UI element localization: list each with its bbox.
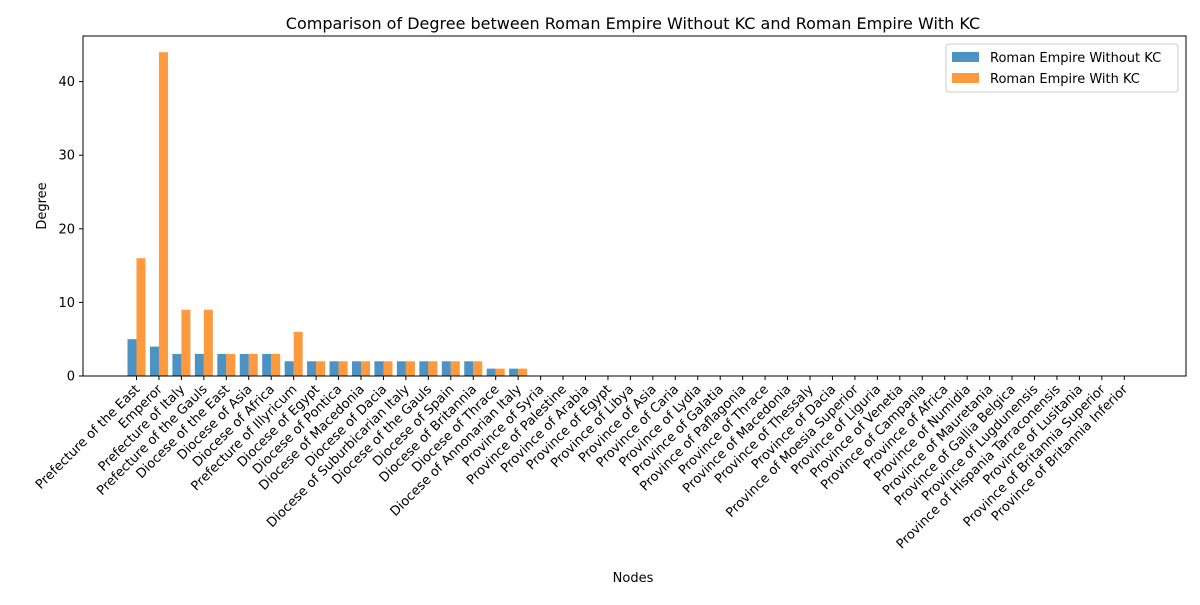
bar — [284, 361, 294, 376]
y-tick-label: 0 — [67, 370, 75, 385]
bar — [194, 353, 204, 376]
legend-label: Roman Empire Without KC — [990, 51, 1161, 66]
bar — [127, 339, 137, 376]
bar — [509, 368, 519, 376]
bar — [316, 361, 326, 376]
bar — [486, 368, 496, 376]
y-tick-label: 10 — [58, 296, 75, 311]
bar — [405, 361, 415, 376]
bar — [450, 361, 460, 376]
y-tick-label: 30 — [58, 149, 75, 164]
bar — [396, 361, 406, 376]
bar — [158, 52, 168, 376]
bar — [248, 353, 258, 376]
bar — [262, 353, 272, 376]
y-tick-label: 20 — [58, 222, 75, 237]
x-axis: Prefecture of the EastEmperorPrefecture … — [33, 376, 1132, 552]
bar — [136, 258, 146, 376]
bar — [239, 353, 249, 376]
bar — [203, 309, 213, 376]
bar — [495, 368, 505, 376]
legend-swatch — [952, 73, 979, 83]
bar — [149, 346, 159, 376]
bar — [181, 309, 191, 376]
legend-label: Roman Empire With KC — [990, 72, 1140, 87]
bar — [226, 353, 236, 376]
bar — [217, 353, 227, 376]
bar — [361, 361, 370, 376]
bar — [374, 361, 384, 376]
y-axis: 0 10 20 30 40 — [58, 75, 83, 385]
bar — [428, 361, 438, 376]
legend-box — [945, 43, 1179, 93]
bar — [383, 361, 393, 376]
bar — [419, 361, 429, 376]
legend-swatch — [952, 52, 979, 62]
bar — [271, 353, 281, 376]
bar — [172, 353, 182, 376]
bar — [293, 331, 303, 376]
y-tick-label: 40 — [58, 75, 75, 90]
bar — [464, 361, 474, 376]
chart-title: Comparison of Degree between Roman Empir… — [286, 14, 980, 33]
bar — [352, 361, 361, 376]
bar — [338, 361, 348, 376]
x-axis-label: Nodes — [613, 571, 654, 586]
bar — [307, 361, 317, 376]
legend: Roman Empire Without KC Roman Empire With… — [945, 43, 1179, 93]
bar — [473, 361, 483, 376]
y-axis-label: Degree — [35, 182, 50, 229]
plot-frame — [82, 35, 1187, 377]
bar — [441, 361, 451, 376]
plot-area — [127, 52, 528, 376]
bar — [518, 368, 528, 376]
bar — [329, 361, 339, 376]
